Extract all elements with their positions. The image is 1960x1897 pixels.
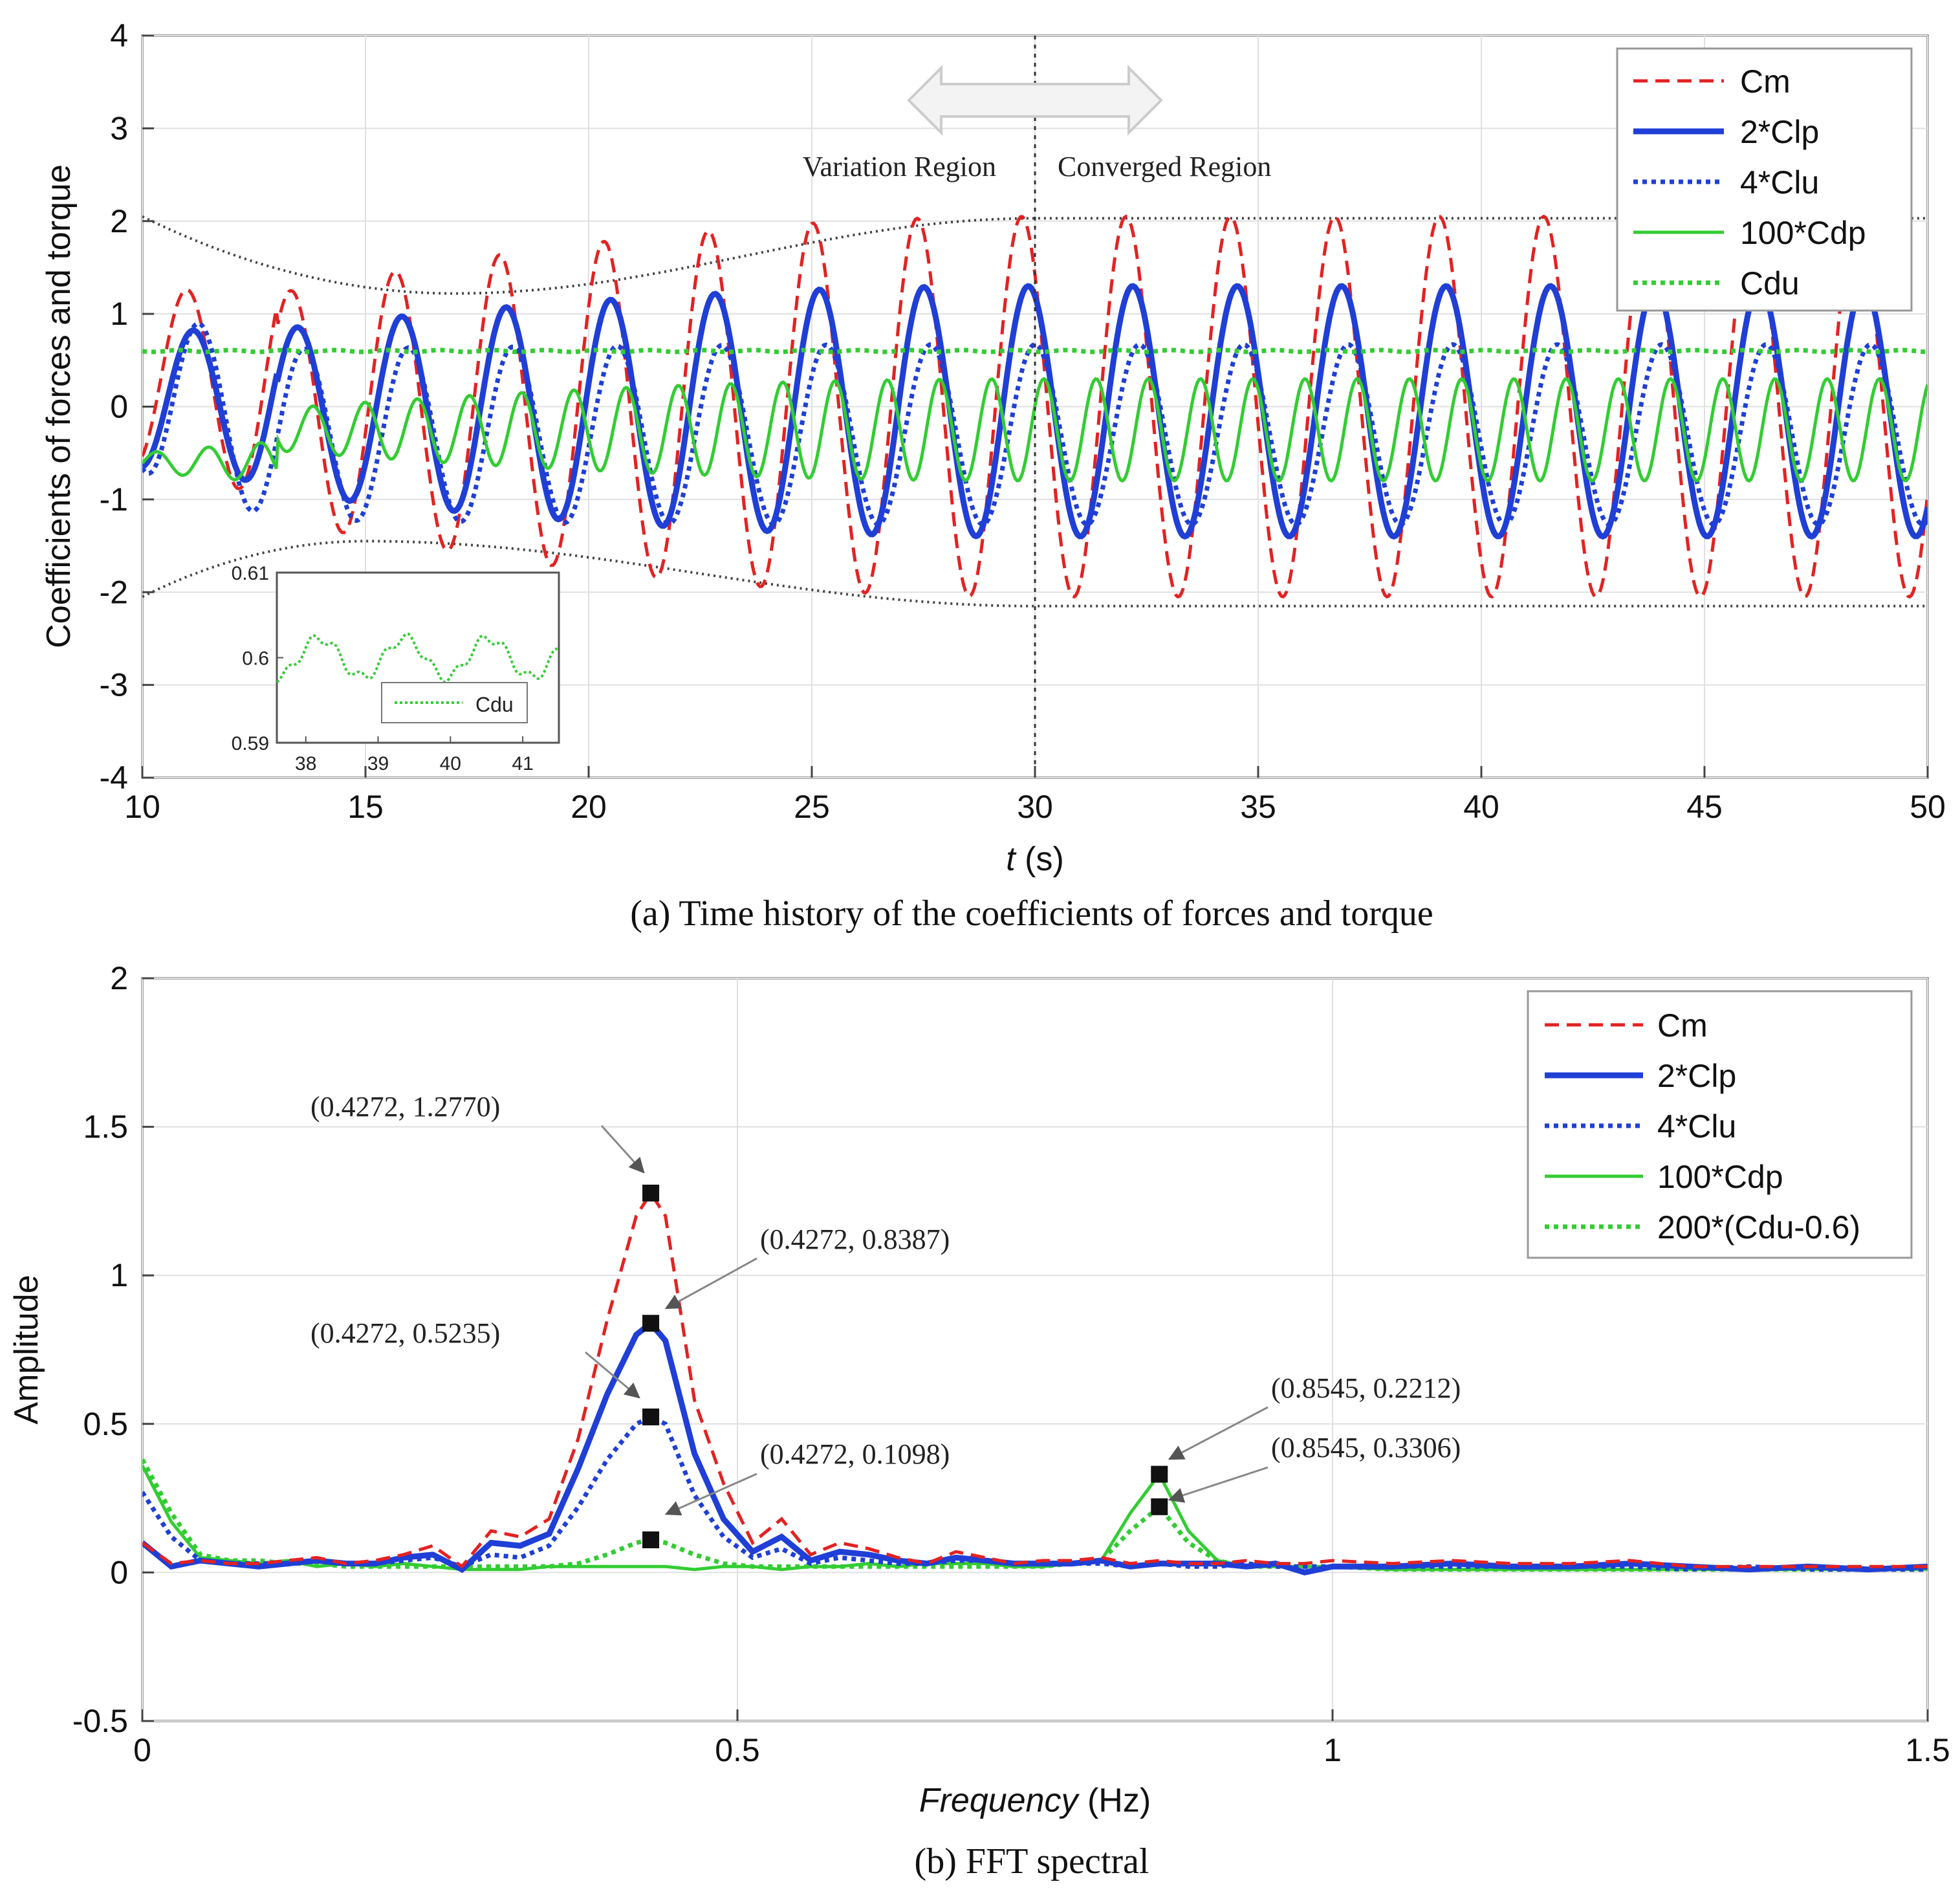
series-line-100cdp [142,377,1928,483]
double-arrow-icon [907,65,1163,136]
peak-annotation: (0.4272, 1.2770) [310,1091,500,1123]
chart-b-xlabel: Frequency (Hz) [919,1782,1151,1819]
chart-b-xlabel-var: Frequency [919,1782,1080,1819]
legend-label: 100*Cdp [1657,1159,1783,1195]
legend-label: 4*Clu [1657,1108,1736,1145]
series-line-2clp [142,1319,1928,1576]
y-tick-label: 1 [110,1257,128,1293]
inset-x-tick-label: 40 [440,753,461,774]
inset-y-tick-label: 0.59 [232,733,269,754]
series-line-cm [142,1190,1928,1569]
y-tick-label: 2 [110,960,128,996]
annotation-arrow [585,1351,640,1399]
peak-marker [642,1409,660,1426]
x-tick-label: 15 [347,789,384,825]
annotation-converged-region: Converged Region [1058,151,1271,182]
chart-a-caption: (a) Time history of the coefficients of … [630,894,1433,934]
x-tick-label: 25 [794,789,830,825]
peak-marker [642,1315,660,1332]
x-tick-label: 1.5 [1905,1732,1950,1768]
chart-a-legend: Cm 2*Clp 4*Clu 100*Cdp Cdu [1616,47,1913,312]
chart-b-fft-spectral: (0.4272, 1.2770) (0.4272, 0.8387) (0.4272,… [8,960,1950,1881]
legend-label: 4*Clu [1740,164,1819,201]
y-tick-label: 0 [110,1554,128,1590]
y-tick-label: 0 [110,389,128,425]
chart-b-grid [142,978,1928,1722]
y-tick-label: 2 [110,203,128,239]
peak-marker [642,1531,660,1548]
chart-a-time-history: Variation Region Converged Region 10 15 20… [40,17,1946,934]
x-tick-label: 1 [1323,1732,1342,1768]
y-tick-label: 1.5 [83,1109,128,1145]
inset-y-tick-label: 0.6 [242,648,269,670]
annotation-variation-region: Variation Region [803,151,996,182]
inset-legend-label: Cdu [475,693,514,716]
chart-a-xlabel-unit: (s) [1025,840,1064,878]
peak-annotation: (0.8545, 0.2212) [1271,1372,1461,1404]
chart-a-xlabel-var: t [1006,840,1017,878]
inset-x-tick-label: 39 [367,753,389,774]
series-line-2clp [142,283,1928,540]
x-tick-label: 20 [571,789,607,825]
annotation-arrow [1168,1406,1269,1460]
x-tick-label: 45 [1686,789,1723,825]
chart-a-inset: 38 39 40 41 0.59 0.6 0.61 Cdu [232,563,560,774]
chart-a-envelope [142,215,1928,608]
peak-marker [1151,1465,1168,1483]
peak-marker [1151,1498,1168,1515]
chart-b-xlabel-unit: (Hz) [1087,1782,1151,1819]
peak-annotation: (0.4272, 0.8387) [760,1223,950,1255]
inset-x-tick-label: 41 [512,753,533,774]
y-tick-label: 1 [110,296,128,332]
legend-label: 100*Cdp [1740,215,1866,251]
y-tick-label: -3 [100,667,128,703]
y-tick-label: 3 [110,110,128,146]
envelope-upper [142,215,1928,295]
x-tick-label: 40 [1463,789,1499,825]
y-tick-label: -0.5 [72,1703,128,1739]
chart-b-ylabel: Amplitude [8,1275,45,1424]
x-tick-label: 30 [1017,789,1053,825]
y-tick-label: 0.5 [83,1406,128,1442]
inset-x-tick-label: 38 [295,753,316,774]
y-tick-label: -1 [100,481,128,518]
y-tick-label: -4 [100,760,128,796]
peak-annotation: (0.4272, 0.5235) [310,1317,500,1349]
peak-annotation: (0.4272, 0.1098) [760,1438,950,1470]
inset-y-tick-label: 0.61 [232,563,269,584]
y-tick-label: -2 [100,574,128,610]
x-tick-label: 50 [1910,789,1946,825]
x-tick-label: 35 [1240,789,1276,825]
peak-marker [642,1185,660,1202]
series-line-200cdu06 [142,1458,1928,1572]
x-tick-label: 0.5 [715,1732,760,1768]
chart-b-series-lines [142,1190,1928,1576]
legend-label: Cdu [1740,265,1800,302]
chart-b-axis-ticks: 0 0.5 1 1.5-0.500.511.52 [72,960,1950,1768]
legend-label: 2*Clp [1657,1058,1736,1094]
chart-b-caption: (b) FFT spectral [915,1841,1149,1881]
peak-annotation: (0.8545, 0.3306) [1271,1432,1461,1464]
legend-label: 2*Clp [1740,114,1819,150]
annotation-arrow [664,1473,757,1516]
chart-a-axis-ticks: 10 15 20 25 30 35 40 45 50 -4 -3 -2 -1 0 1 2 3 4 [100,17,1946,825]
legend-label: Cm [1740,63,1791,100]
y-tick-label: 4 [110,17,128,54]
chart-b-legend: Cm 2*Clp 4*Clu 100*Cdp 200*(Cdu-0.6) [1527,990,1913,1259]
chart-b-peak-markers: (0.4272, 1.2770) (0.4272, 0.8387) (0.4272,… [310,1091,1461,1548]
annotation-arrow [600,1124,645,1174]
annotation-arrow [1168,1466,1269,1503]
chart-a-ylabel: Coefficients of forces and torque [40,164,78,648]
annotation-arrow [664,1257,757,1310]
x-tick-label: 10 [124,789,160,825]
chart-a-xlabel: t (s) [1006,840,1064,878]
x-tick-label: 0 [133,1732,151,1768]
legend-label: 200*(Cdu-0.6) [1657,1209,1860,1245]
legend-label: Cm [1657,1007,1708,1044]
